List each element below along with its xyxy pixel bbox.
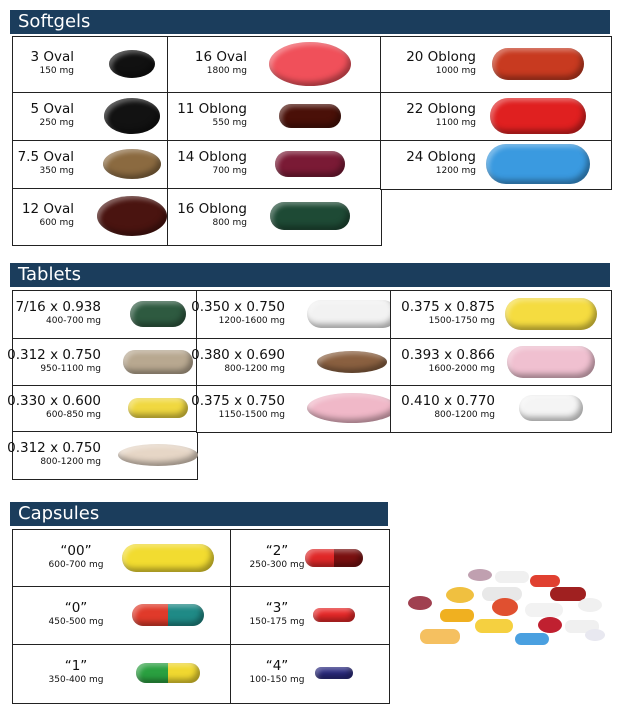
item-label: 16 Oblong (177, 201, 247, 217)
item-dose: 1000 mg (435, 66, 476, 76)
pill-image (307, 393, 397, 423)
item-dose: 1200-1600 mg (218, 316, 285, 326)
item-label: 0.375 x 0.750 (191, 393, 285, 409)
item-dose: 1100 mg (435, 118, 476, 128)
pill-image (317, 350, 387, 373)
item-label: 20 Oblong (406, 49, 476, 65)
item-dose: 1600-2000 mg (428, 363, 495, 374)
item-dose: 800-1200 mg (40, 456, 101, 467)
pill-pile-image (408, 569, 605, 645)
item-label: 22 Oblong (406, 101, 476, 117)
pill-image (118, 443, 198, 466)
item-label: 7.5 Oval (17, 149, 74, 165)
item-dose: 600-850 mg (46, 410, 101, 420)
item-dose: 550 mg (212, 118, 247, 128)
pill-image (307, 300, 397, 328)
item-dose: 1150-1500 mg (218, 410, 285, 420)
pill-image (136, 663, 200, 683)
item-label: 5 Oval (30, 101, 74, 117)
item-dose: 700 mg (212, 166, 247, 176)
pill-image (130, 301, 186, 327)
pill-image (505, 298, 597, 330)
item-label: “1” (64, 658, 88, 674)
item-dose: 1800 mg (206, 66, 247, 76)
item-label: 0.350 x 0.750 (191, 299, 285, 315)
item-dose: 250 mg (39, 118, 74, 128)
pill-image (313, 608, 355, 622)
item-dose: 350-400 mg (48, 675, 104, 685)
item-label: “4” (265, 658, 289, 674)
item-label: 12 Oval (21, 201, 74, 217)
item-label: 16 Oval (194, 49, 247, 65)
item-dose: 950-1100 mg (40, 363, 101, 374)
item-dose: 100-150 mg (249, 675, 305, 685)
item-label: 3 Oval (30, 49, 74, 65)
section-header: Tablets (10, 263, 610, 287)
item-label: 0.375 x 0.875 (401, 299, 495, 315)
pill-image (103, 149, 161, 179)
section-header: Capsules (10, 502, 388, 526)
item-dose: 1500-1750 mg (428, 316, 495, 326)
item-label: “2” (265, 542, 289, 559)
item-dose: 800-1200 mg (434, 410, 495, 420)
pill-image (315, 667, 353, 679)
pill-image (275, 151, 345, 177)
item-dose: 800-1200 mg (224, 363, 285, 374)
table-cell (230, 586, 390, 646)
pill-image (492, 48, 584, 80)
item-label: 14 Oblong (177, 149, 247, 165)
pill-image (519, 395, 583, 421)
pill-image (486, 144, 590, 184)
item-dose: 1200 mg (435, 166, 476, 176)
item-label: “0” (64, 600, 88, 616)
pill-image (270, 202, 350, 230)
table-cell (230, 644, 390, 704)
table-cell (167, 140, 382, 190)
pill-image (97, 196, 167, 236)
pill-image (123, 349, 193, 374)
item-dose: 400-700 mg (46, 316, 101, 326)
item-dose: 250-300 mg (249, 559, 305, 570)
pill-image (305, 548, 363, 567)
item-label: 0.330 x 0.600 (7, 393, 101, 409)
pill-image (269, 42, 351, 86)
pill-image (132, 604, 204, 626)
item-dose: 150-175 mg (249, 617, 305, 627)
item-dose: 600-700 mg (48, 559, 104, 570)
pill-image (490, 98, 586, 134)
item-dose: 350 mg (39, 166, 74, 176)
item-label: “00” (60, 542, 92, 559)
section-header: Softgels (10, 10, 610, 34)
item-label: 7/16 x 0.938 (15, 299, 101, 315)
pill-image (507, 345, 595, 378)
item-dose: 450-500 mg (48, 617, 104, 627)
pill-image (109, 50, 155, 78)
pill-image (122, 543, 214, 572)
pill-image (104, 98, 160, 134)
pill-image (128, 398, 188, 418)
item-label: 0.312 x 0.750 (7, 439, 101, 456)
item-label: 24 Oblong (406, 149, 476, 165)
item-dose: 800 mg (212, 218, 247, 228)
item-dose: 600 mg (39, 218, 74, 228)
pill-image (279, 104, 341, 128)
item-label: “3” (265, 600, 289, 616)
item-label: 11 Oblong (177, 101, 247, 117)
item-dose: 150 mg (39, 66, 74, 76)
item-label: 0.393 x 0.866 (401, 346, 495, 363)
item-label: 0.312 x 0.750 (7, 346, 101, 363)
item-label: 0.410 x 0.770 (401, 393, 495, 409)
item-label: 0.380 x 0.690 (191, 346, 285, 363)
